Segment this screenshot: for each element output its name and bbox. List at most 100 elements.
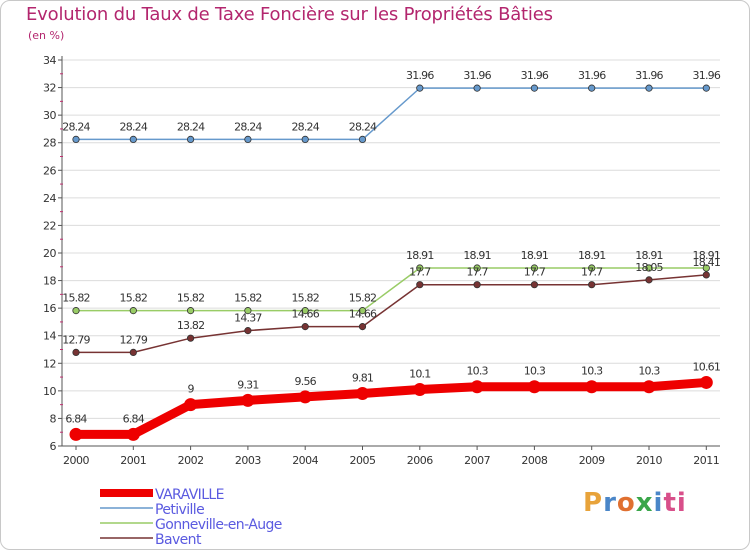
- data-label: 15.82: [349, 292, 377, 305]
- y-tick-label: 14: [43, 330, 56, 343]
- data-point: [129, 348, 137, 356]
- data-point: [187, 135, 195, 144]
- data-label: 9.81: [352, 371, 373, 384]
- y-tick-label: 34: [43, 54, 56, 67]
- logo-letter: r: [603, 488, 617, 518]
- series-line-petiville: [76, 87, 707, 141]
- data-point: [642, 380, 656, 394]
- x-tick-label: 2008: [521, 454, 547, 467]
- y-tick-label: 8: [50, 412, 57, 425]
- data-label: 17.7: [581, 266, 603, 279]
- data-point: [416, 84, 424, 92]
- data-label: 12.79: [120, 333, 148, 346]
- y-tick-label: 22: [43, 219, 56, 232]
- data-point: [301, 307, 309, 315]
- data-point: [129, 135, 137, 144]
- data-point: [356, 386, 369, 400]
- data-label: 18.91: [578, 249, 606, 262]
- y-tick-label: 10: [43, 385, 56, 398]
- data-label: 15.82: [234, 292, 262, 305]
- data-label: 17.7: [409, 266, 431, 279]
- x-tick-label: 2006: [407, 454, 433, 467]
- data-label: 6.84: [65, 412, 87, 425]
- proxiti-logo: Proxiti: [583, 488, 687, 518]
- data-label: 6.84: [123, 412, 145, 425]
- data-point: [244, 327, 252, 335]
- x-tick-label: 2002: [178, 454, 204, 467]
- x-tick-label: 2001: [120, 454, 146, 467]
- legend-label: VARAVILLE: [155, 487, 224, 503]
- data-label: 28.24: [349, 120, 377, 133]
- series-line-gonneville-en-auge: [76, 267, 707, 312]
- data-label: 17.7: [466, 266, 488, 279]
- data-label: 31.96: [693, 69, 721, 82]
- data-point: [588, 264, 596, 272]
- data-point: [702, 271, 710, 279]
- data-point: [645, 276, 653, 284]
- data-label: 31.96: [578, 69, 606, 82]
- data-point: [416, 281, 424, 289]
- data-point: [530, 84, 539, 92]
- series-line-varaville: [76, 377, 707, 439]
- data-point: [244, 135, 252, 144]
- data-point: [645, 264, 653, 272]
- chart-title: Evolution du Taux de Taxe Foncière sur l…: [26, 4, 553, 25]
- data-point: [470, 380, 484, 394]
- data-point: [72, 135, 80, 144]
- data-point: [530, 281, 539, 289]
- logo-letter: i: [653, 488, 664, 518]
- chart-unit-label: (en %): [28, 29, 65, 42]
- y-tick-label: 30: [43, 109, 56, 122]
- legend-label: Gonneville-en-Auge: [155, 517, 282, 533]
- data-label: 31.96: [521, 69, 549, 82]
- data-label: 9: [187, 383, 194, 396]
- data-point: [187, 334, 195, 342]
- data-point: [184, 398, 198, 412]
- data-label: 31.96: [463, 69, 491, 82]
- data-label: 15.82: [291, 292, 319, 305]
- data-label: 28.24: [234, 120, 262, 133]
- data-label: 28.24: [62, 120, 90, 133]
- data-point: [702, 84, 710, 92]
- data-point: [588, 281, 596, 289]
- x-tick-label: 2007: [464, 454, 490, 467]
- data-label: 18.91: [463, 249, 491, 262]
- data-label: 9.56: [295, 375, 317, 388]
- data-point: [129, 307, 137, 315]
- data-label: 14.66: [349, 308, 377, 321]
- data-point: [473, 264, 481, 272]
- y-tick-label: 26: [43, 164, 56, 177]
- x-tick-label: 2011: [693, 454, 719, 467]
- data-label: 18.05: [635, 261, 663, 274]
- data-label: 17.7: [524, 266, 546, 279]
- data-label: 18.41: [693, 256, 721, 269]
- x-tick-label: 2009: [579, 454, 605, 467]
- data-point: [585, 380, 599, 394]
- data-label: 15.82: [62, 292, 90, 305]
- data-point: [69, 427, 83, 441]
- y-tick-label: 24: [43, 192, 56, 205]
- data-label: 14.66: [291, 308, 319, 321]
- legend-label: Bavent: [155, 532, 202, 548]
- data-point: [358, 307, 367, 315]
- data-label: 12.79: [62, 333, 90, 346]
- data-point: [473, 84, 481, 92]
- data-point: [301, 323, 309, 331]
- x-tick-label: 2010: [636, 454, 662, 467]
- data-label: 18.91: [521, 249, 549, 262]
- y-tick-label: 6: [50, 440, 57, 453]
- data-label: 18.91: [635, 249, 663, 262]
- data-label: 10.61: [693, 360, 721, 373]
- data-point: [699, 375, 713, 389]
- data-label: 18.91: [406, 249, 434, 262]
- data-label: 15.82: [120, 292, 148, 305]
- data-label: 9.31: [237, 378, 258, 391]
- logo-letter: x: [635, 488, 654, 518]
- data-label: 28.24: [120, 120, 148, 133]
- logo-letter: ti: [663, 488, 687, 518]
- data-point: [298, 390, 312, 404]
- data-point: [72, 307, 80, 315]
- logo-letter: P: [583, 488, 604, 518]
- y-tick-label: 16: [43, 302, 56, 315]
